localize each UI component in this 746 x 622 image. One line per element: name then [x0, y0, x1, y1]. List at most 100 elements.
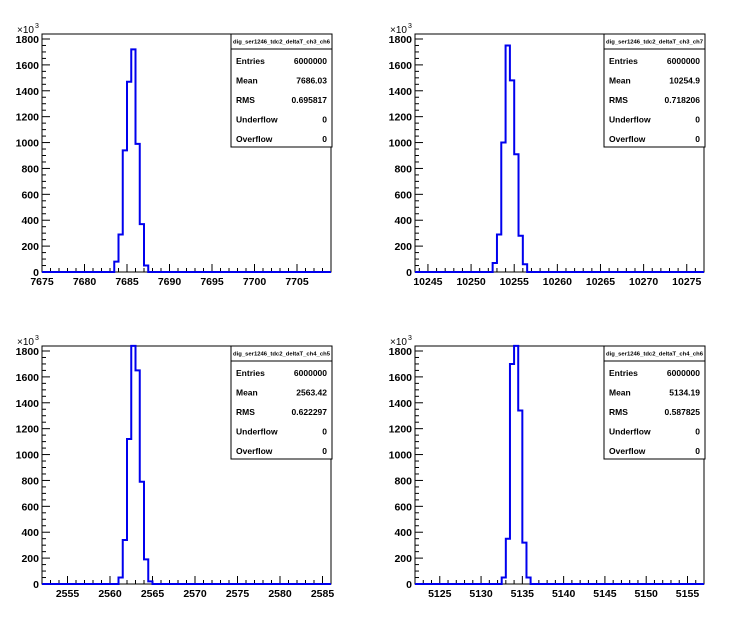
x-tick-label: 10250 — [456, 276, 485, 288]
stats-label-overflow: Overflow — [609, 134, 646, 144]
stats-value-rms: 0.718206 — [665, 95, 701, 105]
stats-label-mean: Mean — [236, 388, 258, 398]
stats-value-underflow: 0 — [322, 115, 327, 125]
y-tick-label: 800 — [394, 475, 412, 487]
stats-value-underflow: 0 — [322, 427, 327, 437]
y-tick-label: 600 — [21, 501, 39, 513]
y-tick-label: 200 — [21, 553, 39, 565]
y-tick-label: 600 — [21, 189, 39, 201]
y-tick-label: 1400 — [16, 86, 40, 98]
stats-label-overflow: Overflow — [236, 134, 273, 144]
stats-label-overflow: Overflow — [609, 446, 646, 456]
stats-label-entries: Entries — [236, 56, 265, 66]
histogram-panel-3: 0 200 400 600 800 1000 1200 1400 1600 1800×10 3 255… — [16, 335, 335, 600]
stats-value-overflow: 0 — [322, 134, 327, 144]
stats-value-entries: 6000000 — [294, 56, 327, 66]
y-axis-multiplier: ×10 — [17, 337, 34, 348]
stats-value-underflow: 0 — [695, 427, 700, 437]
y-tick-label: 1600 — [16, 372, 40, 384]
y-tick-label: 1800 — [389, 34, 413, 46]
stats-label-entries: Entries — [609, 56, 638, 66]
y-tick-label: 1800 — [16, 34, 40, 46]
x-tick-label: 10255 — [500, 276, 529, 288]
x-tick-label: 5130 — [469, 588, 493, 600]
y-tick-label: 200 — [21, 241, 39, 253]
y-tick-label: 0 — [406, 267, 412, 279]
stats-title: dig_ser1246_tdc2_deltaT_ch4_ch6 — [606, 352, 703, 358]
x-tick-label: 5155 — [676, 588, 700, 600]
y-tick-label: 1200 — [16, 112, 40, 124]
y-axis-multiplier: ×10 — [390, 337, 407, 348]
y-tick-label: 200 — [394, 241, 412, 253]
x-tick-label: 2575 — [226, 588, 250, 600]
y-tick-label: 600 — [394, 501, 412, 513]
histogram-panel-4: 0 200 400 600 800 1000 1200 1400 1600 1800×10 3 512… — [389, 335, 706, 600]
y-tick-label: 1600 — [389, 60, 413, 72]
x-tick-label: 5150 — [635, 588, 659, 600]
x-tick-label: 10275 — [672, 276, 701, 288]
stats-value-underflow: 0 — [695, 115, 700, 125]
stats-value-entries: 6000000 — [667, 56, 700, 66]
stats-label-mean: Mean — [609, 76, 631, 86]
x-tick-label: 10270 — [629, 276, 658, 288]
stats-value-mean: 7686.03 — [296, 76, 327, 86]
y-tick-label: 1000 — [16, 138, 40, 150]
stats-label-mean: Mean — [236, 76, 258, 86]
histogram-series — [42, 48, 331, 273]
stats-label-underflow: Underflow — [609, 427, 651, 437]
y-tick-label: 0 — [33, 579, 39, 591]
y-tick-label: 1400 — [389, 86, 413, 98]
y-tick-label: 1800 — [389, 346, 413, 358]
x-tick-label: 2580 — [268, 588, 292, 600]
y-tick-label: 1400 — [389, 398, 413, 410]
stats-label-entries: Entries — [609, 368, 638, 378]
y-axis-multiplier-exponent: 3 — [35, 23, 39, 30]
x-tick-label: 5145 — [593, 588, 617, 600]
y-tick-label: 1600 — [16, 60, 40, 72]
y-tick-label: 1200 — [389, 424, 413, 436]
stats-label-underflow: Underflow — [609, 115, 651, 125]
stats-label-mean: Mean — [609, 388, 631, 398]
y-tick-label: 0 — [33, 267, 39, 279]
stats-label-underflow: Underflow — [236, 115, 278, 125]
stats-label-rms: RMS — [236, 407, 255, 417]
x-tick-label: 2565 — [141, 588, 165, 600]
stats-box-frame — [603, 345, 706, 460]
x-tick-label: 10265 — [586, 276, 615, 288]
stats-value-overflow: 0 — [322, 446, 327, 456]
x-tick-label: 2585 — [311, 588, 335, 600]
x-tick-label: 7690 — [158, 276, 182, 288]
x-tick-label: 7700 — [243, 276, 267, 288]
stats-box: dig_ser1246_tdc2_deltaT_ch3_ch7 Entries 60… — [603, 33, 706, 148]
stats-label-rms: RMS — [609, 95, 628, 105]
x-tick-label: 7685 — [115, 276, 139, 288]
y-tick-label: 1200 — [16, 424, 40, 436]
stats-box: dig_ser1246_tdc2_deltaT_ch4_ch6 Entries 60… — [603, 345, 706, 460]
y-tick-label: 800 — [21, 475, 39, 487]
stats-title: dig_ser1246_tdc2_deltaT_ch3_ch7 — [606, 40, 703, 46]
x-tick-label: 2560 — [98, 588, 122, 600]
x-tick-label: 7675 — [30, 276, 54, 288]
y-tick-label: 1200 — [389, 112, 413, 124]
y-tick-label: 400 — [21, 215, 39, 227]
y-tick-label: 1800 — [16, 346, 40, 358]
histogram-series — [415, 344, 704, 585]
histogram-series — [42, 344, 331, 585]
stats-title: dig_ser1246_tdc2_deltaT_ch3_ch6 — [233, 40, 330, 46]
stats-value-entries: 6000000 — [294, 368, 327, 378]
stats-value-rms: 0.622297 — [292, 407, 328, 417]
x-tick-label: 10260 — [543, 276, 572, 288]
x-tick-label: 5135 — [511, 588, 535, 600]
stats-box: dig_ser1246_tdc2_deltaT_ch3_ch6 Entries 60… — [230, 33, 333, 148]
y-tick-label: 1000 — [389, 450, 413, 462]
stats-value-mean: 10254.9 — [669, 76, 700, 86]
y-tick-label: 400 — [394, 215, 412, 227]
y-tick-label: 800 — [394, 163, 412, 175]
stats-value-rms: 0.695817 — [292, 95, 328, 105]
stats-label-rms: RMS — [609, 407, 628, 417]
stats-value-rms: 0.587825 — [665, 407, 701, 417]
stats-label-entries: Entries — [236, 368, 265, 378]
x-tick-label: 7695 — [200, 276, 224, 288]
stats-label-rms: RMS — [236, 95, 255, 105]
